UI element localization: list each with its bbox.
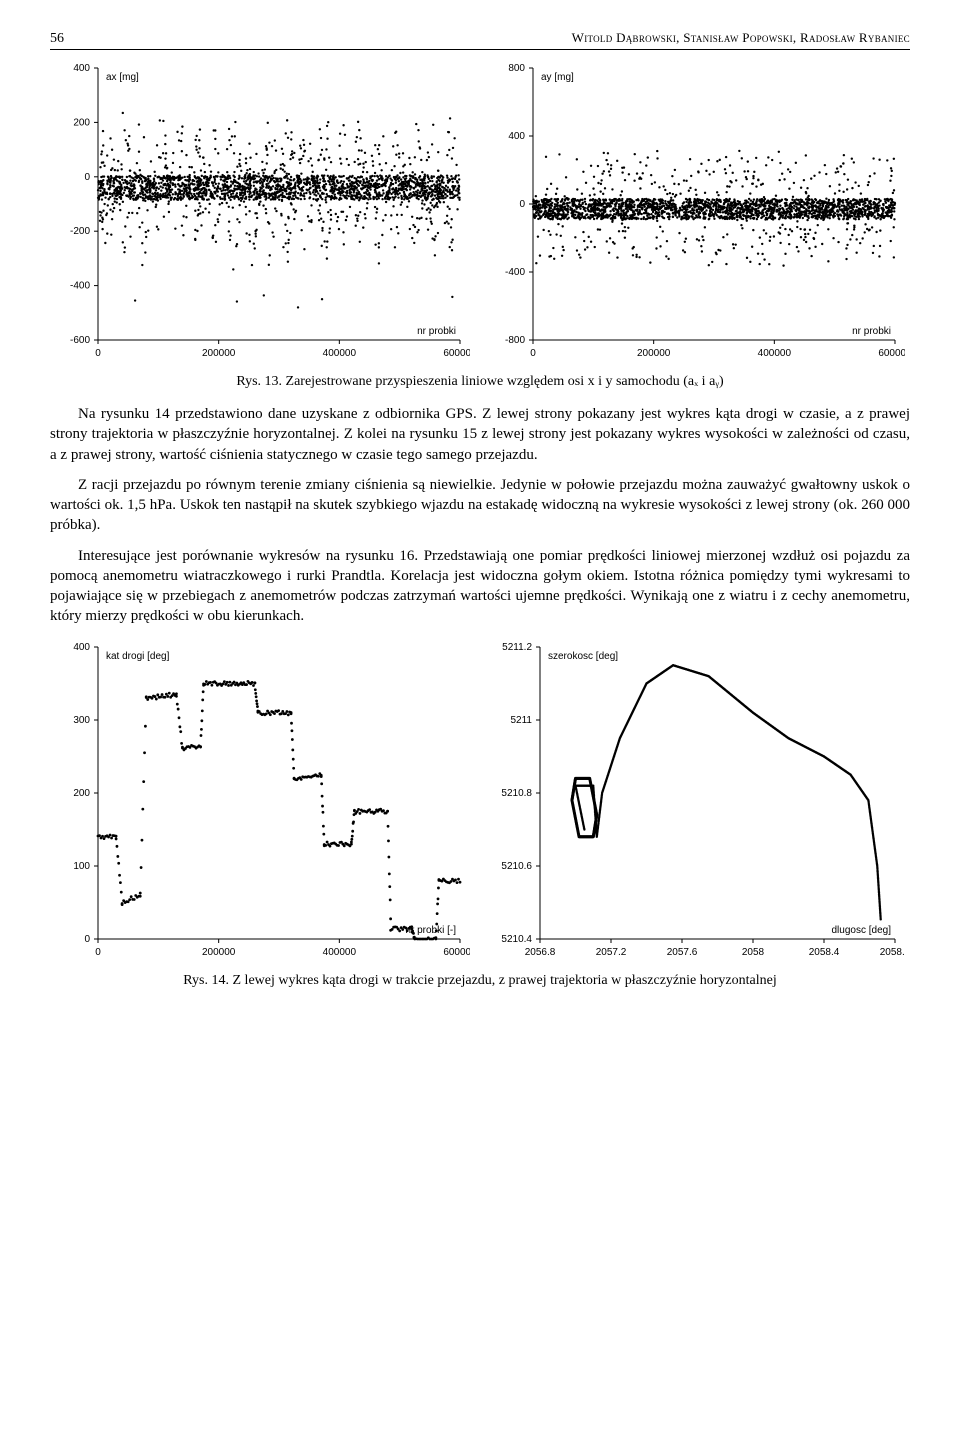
svg-text:-400: -400 [505,267,525,278]
figure-14-right: 5210.45210.65210.852115211.22056.82057.2… [485,637,910,967]
svg-text:400: 400 [508,131,525,142]
paragraph-3: Interesujące jest porównanie wykresów na… [50,546,910,627]
figure-14-caption: Rys. 14. Z lewej wykres kąta drogi w tra… [50,973,910,989]
figure-13-caption: Rys. 13. Zarejestrowane przyspieszenia l… [50,374,910,390]
figure-13-row: -600 -400 -200 0 200 400 0 200000 400000 600000 ax… [50,58,910,368]
svg-text:0: 0 [530,348,536,359]
svg-text:600000: 600000 [443,348,470,359]
svg-text:0: 0 [95,348,101,359]
svg-text:200000: 200000 [202,348,236,359]
page-number: 56 [50,31,64,47]
authors: Witold Dąbrowski, Stanisław Popowski, Ra… [572,30,910,46]
svg-text:-200: -200 [70,226,90,237]
paragraph-2: Z racji przejazdu po równym terenie zmia… [50,475,910,536]
svg-text:400000: 400000 [323,348,357,359]
svg-text:400: 400 [73,63,90,74]
svg-text:-400: -400 [70,281,90,292]
figure-14-row: 01002003004000200000400000600000kat drog… [50,637,910,967]
svg-text:200000: 200000 [637,348,671,359]
svg-text:nr probki: nr probki [852,326,891,337]
svg-text:-800: -800 [505,335,525,346]
figure-13-right: -800 -400 0 400 800 0 200000 400000 600000 ay [mg… [485,58,910,368]
figure-13-left: -600 -400 -200 0 200 400 0 200000 400000 600000 ax… [50,58,475,368]
paragraph-1: Na rysunku 14 przedstawiono dane uzyskan… [50,404,910,465]
figure-14-left: 01002003004000200000400000600000kat drog… [50,637,475,967]
svg-text:nr probki: nr probki [417,326,456,337]
svg-text:ax [mg]: ax [mg] [106,72,139,83]
svg-text:200: 200 [73,117,90,128]
svg-text:600000: 600000 [878,348,905,359]
svg-text:0: 0 [519,199,525,210]
svg-text:0: 0 [84,172,90,183]
svg-text:-600: -600 [70,335,90,346]
svg-text:800: 800 [508,63,525,74]
svg-text:ay [mg]: ay [mg] [541,72,574,83]
svg-text:400000: 400000 [758,348,792,359]
